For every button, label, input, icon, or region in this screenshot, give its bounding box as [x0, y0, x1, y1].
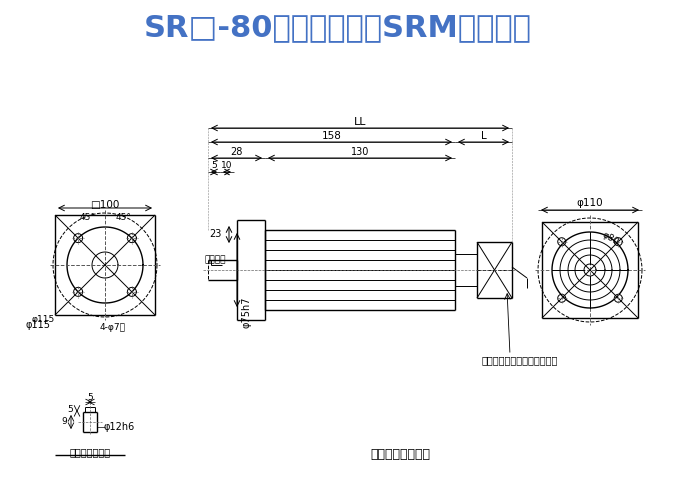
Text: φ80: φ80	[600, 230, 620, 246]
Text: φ110: φ110	[577, 198, 603, 208]
Text: □100: □100	[91, 200, 120, 210]
Text: 9: 9	[62, 418, 67, 426]
Text: 23: 23	[209, 229, 221, 239]
Text: 130: 130	[351, 147, 369, 157]
Text: φ115: φ115	[25, 320, 50, 330]
Text: 5: 5	[87, 392, 93, 401]
Text: LL: LL	[354, 117, 366, 127]
Text: φ115: φ115	[31, 316, 55, 324]
Text: 45°: 45°	[115, 213, 131, 221]
Text: 158: 158	[322, 131, 341, 141]
Text: （モータ外形図）: （モータ外形図）	[370, 448, 430, 461]
Text: 5: 5	[67, 405, 73, 414]
Text: 5: 5	[211, 161, 217, 171]
Text: 45°: 45°	[79, 213, 95, 221]
Text: 4-φ7穴: 4-φ7穴	[100, 323, 126, 332]
Text: キー長さ: キー長さ	[204, 255, 226, 264]
Text: 出力軍寸法詳細: 出力軍寸法詳細	[70, 447, 111, 457]
Text: 10: 10	[221, 161, 233, 171]
Text: SR□-80　　明和高速SRMシリーズ: SR□-80 明和高速SRMシリーズ	[144, 13, 532, 43]
Text: 28: 28	[231, 147, 243, 157]
Text: φ12h6: φ12h6	[103, 422, 135, 432]
Text: φ75h7: φ75h7	[242, 296, 252, 328]
Text: L: L	[481, 131, 486, 141]
Text: 外部冷却ファン（山洋電気）: 外部冷却ファン（山洋電気）	[482, 355, 558, 365]
